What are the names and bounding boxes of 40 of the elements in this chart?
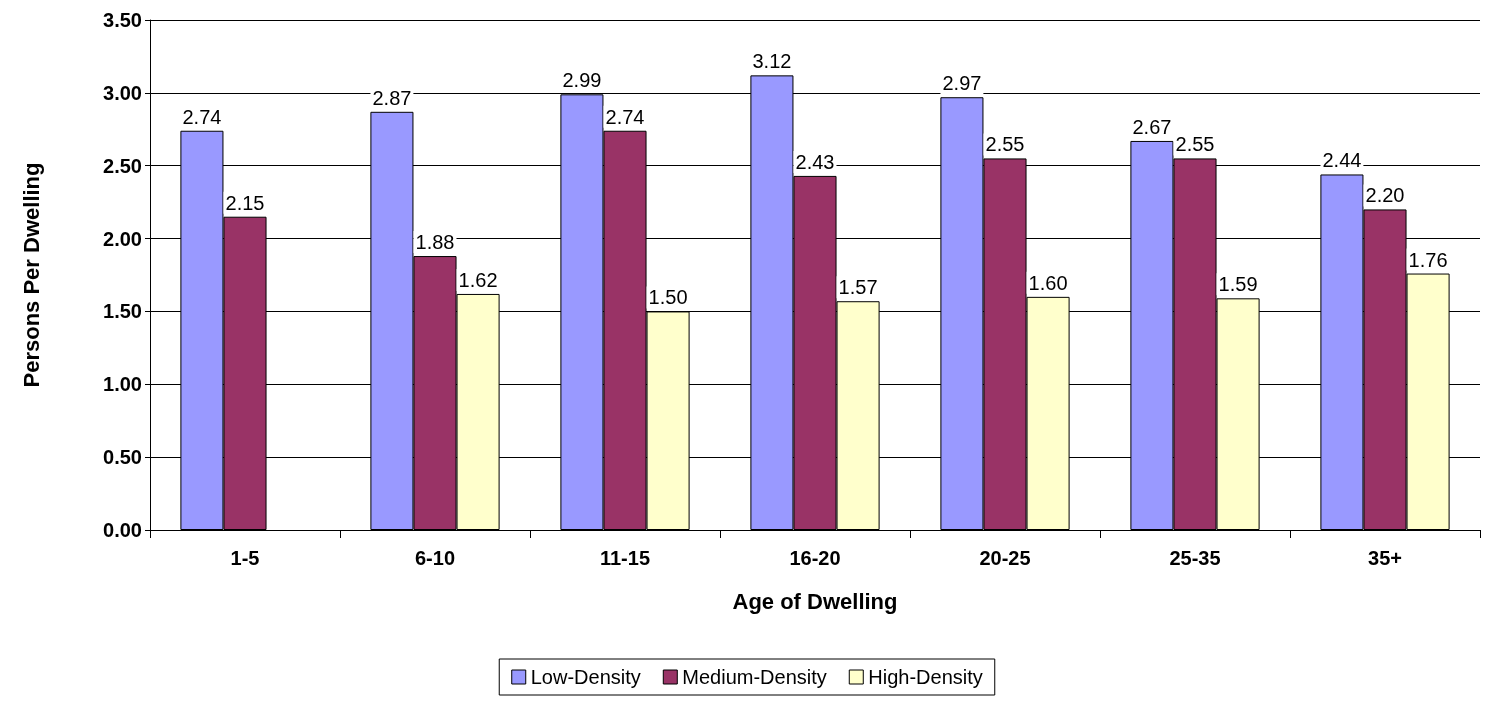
- y-tick-label: 0.50: [103, 446, 142, 469]
- x-tick-label: 35+: [1368, 547, 1402, 569]
- legend-label: Medium-Density: [682, 666, 827, 688]
- x-axis-title: Age of Dwelling: [732, 588, 898, 614]
- data-label: 2.55: [1175, 133, 1215, 156]
- x-tick-label: 1-5: [230, 547, 260, 569]
- y-tick-label: 1.00: [103, 373, 142, 396]
- data-label: 2.43: [795, 150, 835, 173]
- x-tick-label: 6-10: [414, 547, 456, 569]
- y-tick-label: 0.00: [103, 519, 142, 541]
- data-label: 2.87: [372, 86, 412, 109]
- data-label: 1.60: [1028, 271, 1068, 294]
- y-tick-label: 2.00: [103, 227, 142, 250]
- data-label: 1.59: [1218, 273, 1258, 296]
- data-label: 3.12: [752, 50, 792, 73]
- y-tick-label: 2.50: [103, 154, 142, 177]
- y-axis-title: Persons Per Dwelling: [18, 162, 44, 388]
- x-tick-label: 20-25: [979, 547, 1031, 569]
- y-tick-label: 3.50: [103, 9, 142, 31]
- y-tick-label: 3.00: [103, 81, 142, 104]
- data-label: 1.50: [648, 286, 688, 309]
- data-label: 1.57: [838, 276, 878, 299]
- data-label: 2.44: [1322, 149, 1362, 172]
- x-tick-label: 16-20: [789, 547, 841, 569]
- data-label: 2.74: [605, 105, 645, 128]
- data-label: 2.99: [562, 69, 602, 92]
- legend-label: Low-Density: [530, 666, 641, 688]
- legend-label: High-Density: [868, 666, 983, 688]
- data-label: 1.76: [1408, 248, 1448, 271]
- data-label: 1.88: [415, 231, 455, 254]
- data-label: 2.97: [942, 72, 982, 95]
- y-tick-label: 1.50: [103, 300, 142, 323]
- data-label: 2.67: [1132, 115, 1172, 138]
- data-label: 1.62: [458, 268, 498, 291]
- data-label: 2.15: [225, 191, 265, 214]
- data-label: 2.55: [985, 133, 1025, 156]
- x-tick-label: 25-35: [1169, 547, 1221, 569]
- data-label: 2.74: [182, 105, 222, 128]
- data-label: 2.20: [1365, 184, 1405, 207]
- x-tick-label: 11-15: [599, 547, 651, 569]
